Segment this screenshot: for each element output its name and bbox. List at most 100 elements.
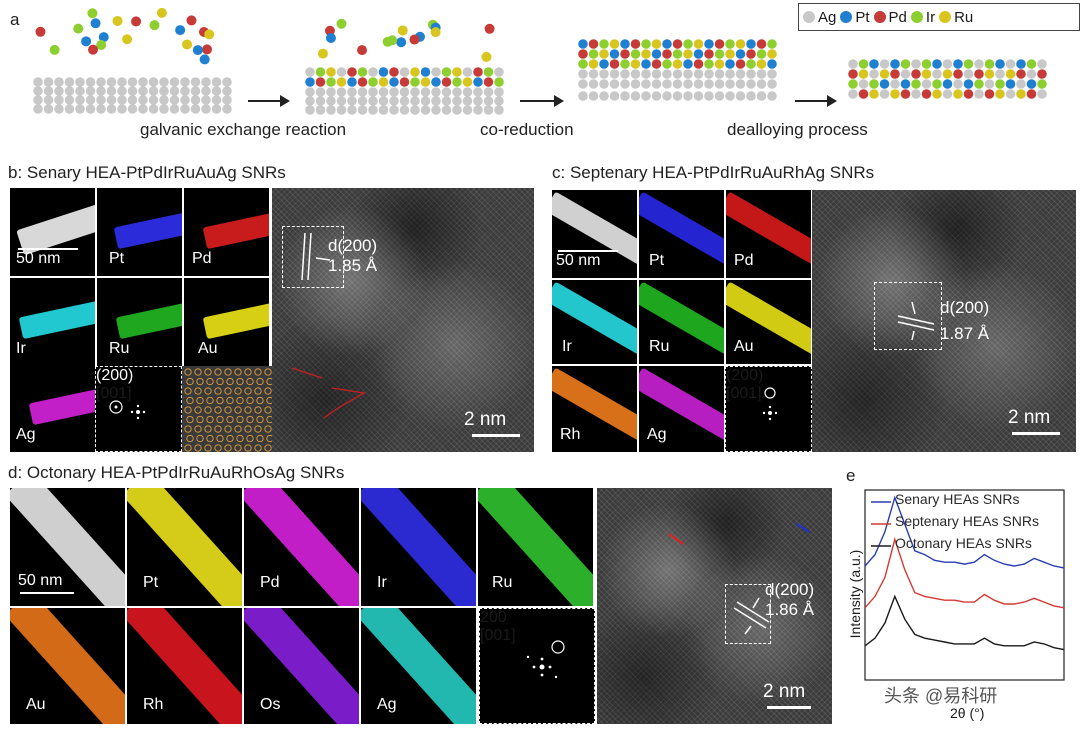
metal-ion [397, 25, 408, 36]
xrd-legend-septenary: Septenary HEAs SNRs [895, 513, 1039, 529]
alloy-atom [704, 39, 714, 49]
panel-c-title: c: Septenary HEA-PtPdIrRuAuRhAg SNRs [552, 163, 875, 182]
fft-zone-label-b: [001] [96, 385, 132, 402]
alloy-atom [630, 69, 641, 79]
scalebar-small-c [558, 250, 618, 252]
hea-atom [848, 59, 858, 69]
map-label-ir-c: Ir [562, 338, 572, 355]
atom-column-marker [196, 396, 204, 405]
ag-substrate-atom [389, 96, 399, 106]
map-au-d: Au [10, 608, 125, 724]
exchanged-atom [378, 67, 389, 77]
ag-substrate-atom [180, 86, 190, 96]
ag-substrate-atom [767, 91, 777, 101]
ag-substrate-atom [704, 91, 714, 101]
ag-substrate-atom [96, 104, 106, 114]
hea-atom [1016, 69, 1026, 79]
ag-substrate-atom [148, 95, 159, 105]
map-rh-c: Rh [552, 366, 637, 452]
alloy-atom [641, 79, 651, 89]
metal-ion [382, 36, 393, 47]
ag-substrate-atom [190, 86, 201, 96]
atom-column-marker [216, 415, 224, 424]
map-label-os-d: Os [260, 696, 281, 713]
alloy-atom [746, 69, 756, 79]
ag-substrate-atom [138, 104, 148, 114]
atom-column-marker [204, 425, 212, 433]
hea-atom [984, 59, 995, 69]
panel-a-label: a [10, 10, 20, 29]
atom-column-marker [224, 387, 232, 395]
fft-spots-b [109, 400, 146, 420]
ag-substrate-atom [672, 91, 683, 101]
metal-ion [112, 15, 123, 26]
exchanged-atom [452, 67, 462, 77]
hea-atom [942, 69, 953, 79]
exchanged-atom [357, 77, 368, 87]
alloy-atom [651, 59, 662, 69]
hea-atom [995, 79, 1005, 89]
scale-label-c: 50 nm [556, 252, 601, 269]
lattice-markers-c [897, 301, 935, 341]
exchanged-atom [305, 77, 315, 87]
element-legend: Ag Pt Pd Ir Ru [798, 3, 1080, 31]
hea-atom [900, 89, 911, 99]
metal-ion [87, 8, 98, 19]
hea-atom [963, 59, 974, 69]
ag-substrate-atom [756, 91, 767, 101]
alloy-atom [693, 39, 704, 49]
map-pt-b: Pt [97, 188, 182, 276]
atom-column-marker [254, 406, 262, 414]
ag-substrate-atom [201, 77, 211, 87]
alloy-atom [578, 79, 588, 89]
ag-substrate-atom [43, 104, 54, 114]
legend-item-ru: Ru [939, 9, 973, 26]
alloy-atom [735, 69, 746, 79]
ag-substrate-atom [357, 105, 368, 115]
hea-atom [932, 59, 942, 69]
hea-atom [1016, 59, 1026, 69]
alloy-atom [662, 79, 672, 89]
map-label-pd-b: Pd [192, 250, 212, 267]
ag-substrate-atom [85, 104, 96, 114]
atom-column-marker [264, 425, 272, 433]
ag-substrate-atom [462, 96, 473, 106]
map-ru-d: Ru [478, 488, 593, 606]
fft-spot-label-b: (200) [96, 367, 134, 384]
exchanged-atom [378, 77, 389, 87]
atom-column-marker [194, 406, 202, 414]
ag-substrate-atom [211, 86, 222, 96]
alloy-atom [756, 39, 767, 49]
ag-substrate-atom [222, 104, 232, 114]
alloy-atom [746, 79, 756, 89]
map-ag-d: Ag [361, 608, 476, 724]
ag-substrate-atom [420, 105, 431, 115]
map-label-ru-b: Ru [109, 340, 130, 357]
atom-column-marker [264, 406, 272, 414]
ag-substrate-atom [305, 105, 315, 115]
d-label-b: d(200) [328, 236, 378, 255]
hea-atom [995, 89, 1005, 99]
alloy-atom [693, 59, 704, 69]
alloy-atom [578, 49, 588, 59]
ag-substrate-atom [378, 87, 389, 97]
ag-substrate-atom [599, 91, 609, 101]
atom-column-marker [266, 396, 272, 405]
map-ir-d: Ir [361, 488, 476, 606]
hea-atom [1026, 79, 1037, 89]
metal-ion [156, 7, 167, 18]
atom-column-marker [194, 368, 202, 376]
ru-dot-icon [939, 11, 952, 23]
alloy-atom [746, 59, 756, 69]
ag-substrate-atom [127, 77, 138, 87]
alloy-atom [683, 59, 693, 69]
lattice-markers-d [668, 523, 810, 635]
haadf-tile-d: 50 nm [10, 488, 125, 606]
ag-substrate-atom [64, 95, 75, 105]
panel-e-label: e [846, 466, 856, 485]
metal-ion [73, 23, 84, 34]
hrtem-image-d: d(200) 1.86 Å 2 nm [597, 488, 832, 724]
atom-column-marker [236, 415, 244, 424]
metal-ion [90, 18, 101, 29]
alloy-atom [672, 49, 683, 59]
